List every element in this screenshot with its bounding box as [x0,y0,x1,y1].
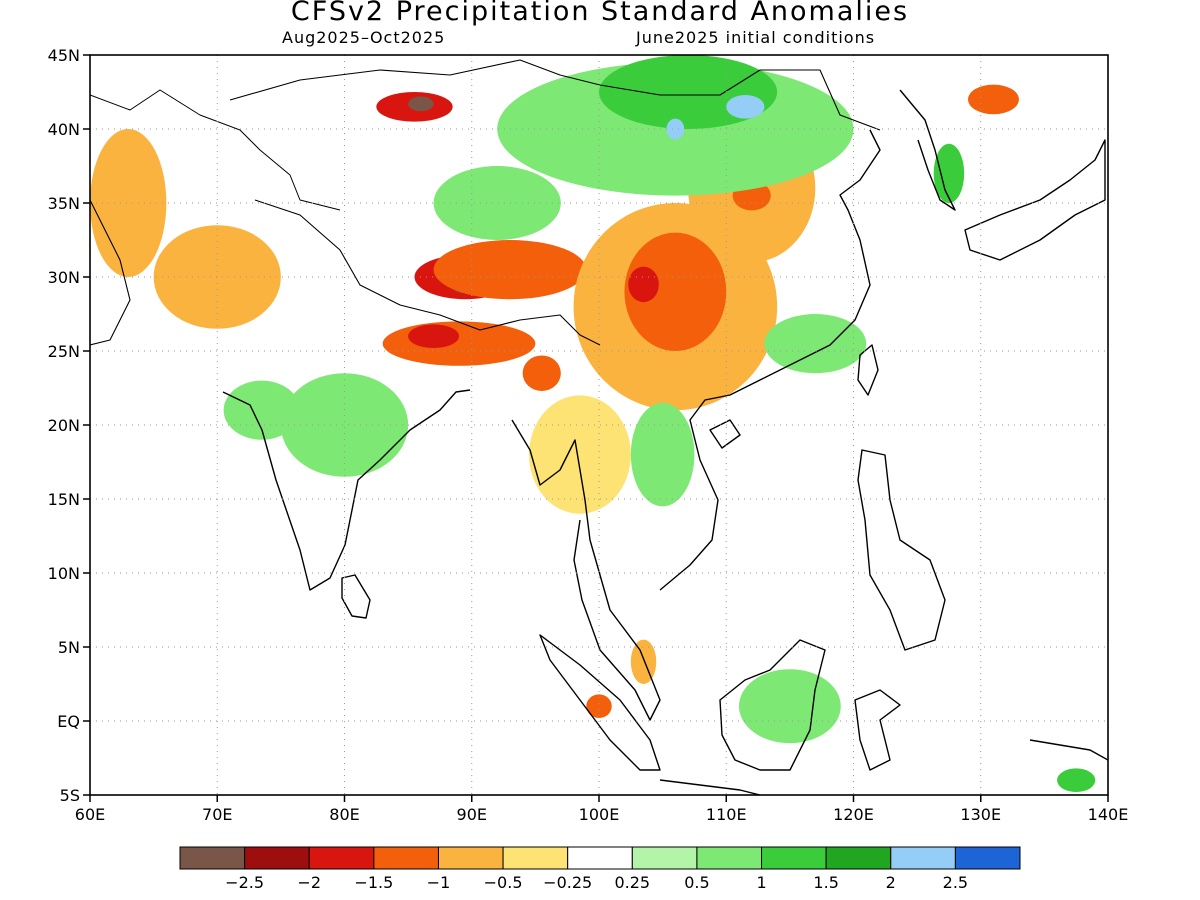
anomaly-patch [624,232,727,351]
lat-tick-label: EQ [57,712,80,731]
anomaly-patch [586,694,612,719]
legend-swatch [825,846,892,870]
lat-tick-label: 15N [48,490,80,509]
anomaly-patch [223,380,300,440]
hainan-coastline [709,419,741,449]
sumatra-coastline [539,634,661,771]
legend-swatch [244,846,310,870]
legend-label: −1.5 [354,873,393,892]
vietnam-coastline [659,129,881,591]
china-border [229,59,881,131]
legend-swatch [502,846,569,870]
legend-label: −1 [427,873,451,892]
legend-swatch [179,846,246,870]
anomaly-patch [433,166,561,240]
legend-swatch [696,846,763,870]
japan-coastline [964,139,1106,261]
lon-tick-label: 60E [75,805,105,824]
lat-tick-label: 35N [48,194,80,213]
anomaly-patch [529,395,631,514]
coastlines-borders [90,59,1108,795]
lon-tick-label: 110E [706,805,747,824]
initial-conditions: June2025 initial conditions [636,28,876,47]
anomaly-patch [382,321,536,366]
taiwan-coastline [857,344,879,396]
legend-label: 0.5 [684,873,709,892]
sulawesi-coastline [854,689,901,771]
legend-label: −0.25 [543,873,592,892]
anomaly-patch [628,266,659,303]
anomaly-patch [408,324,460,349]
legend-label: 1.5 [813,873,838,892]
himalaya-border [254,199,601,346]
lat-tick-label: 40N [48,120,80,139]
legend-swatch [373,846,439,870]
lat-tick-label: 30N [48,268,80,287]
sri-lanka-coastline [341,574,371,619]
lon-tick-label: 100E [579,805,620,824]
lon-tick-label: 90E [457,805,487,824]
iran-border [90,199,131,346]
anomaly-patch [408,96,434,112]
lon-tick-label: 130E [960,805,1001,824]
color-legend: −2.5 −2 −1.5 −1 −0.5 −0.25 0.25 0.5 1 1.5 2 2.5 [179,846,1021,892]
philippines-coastline [857,449,946,651]
anomaly-patch [522,355,561,391]
borneo-coastline [719,639,826,771]
lat-tick-label: 5S [60,786,80,805]
legend-swatch [437,846,504,870]
lon-tick-label: 70E [202,805,232,824]
anomaly-patch [764,314,867,374]
anomaly-patch [90,129,167,277]
lat-tick-label: 10N [48,564,80,583]
legend-label: 1 [756,873,766,892]
forecast-period: Aug2025–Oct2025 [282,28,446,47]
lat-tick-label: 45N [48,46,80,65]
anomaly-patch [630,402,695,507]
legend-swatch [308,846,375,870]
legend-swatch [567,846,633,870]
anomaly-patch [630,639,657,684]
legend-swatch [761,846,827,870]
lon-tick-label: 80E [329,805,359,824]
anomaly-patch [1057,768,1096,793]
india-coastline [222,389,471,591]
legend-label: −2 [297,873,321,892]
anomaly-patch [433,240,587,300]
lon-tick-label: 140E [1088,805,1129,824]
java-coastline [659,779,761,795]
legend-label: 2.5 [943,873,968,892]
legend-label: 2 [886,873,896,892]
legend-label: −2.5 [225,873,264,892]
korea-coastline [899,89,956,211]
legend-swatch [954,846,1021,870]
indochina-coastline [511,419,661,721]
legend-label: −0.5 [484,873,523,892]
anomaly-patch [968,84,1019,115]
anomaly-patches [90,55,1096,793]
anomaly-patch [738,669,841,744]
anomaly-patch [280,373,409,477]
legend-swatch [631,846,698,870]
tibet-inner-border [90,89,341,211]
anomaly-patch [726,94,765,119]
lon-tick-label: 120E [833,805,874,824]
lat-tick-label: 25N [48,342,80,361]
anomaly-patch [933,143,965,203]
legend-swatch [890,846,956,870]
lat-tick-label: 5N [58,638,80,657]
lat-tick-label: 20N [48,416,80,435]
map-title: CFSv2 Precipitation Standard Anomalies [290,0,910,27]
legend-label: 0.25 [614,873,650,892]
new-guinea-coastline [1029,739,1108,761]
anomaly-patch [666,118,685,140]
